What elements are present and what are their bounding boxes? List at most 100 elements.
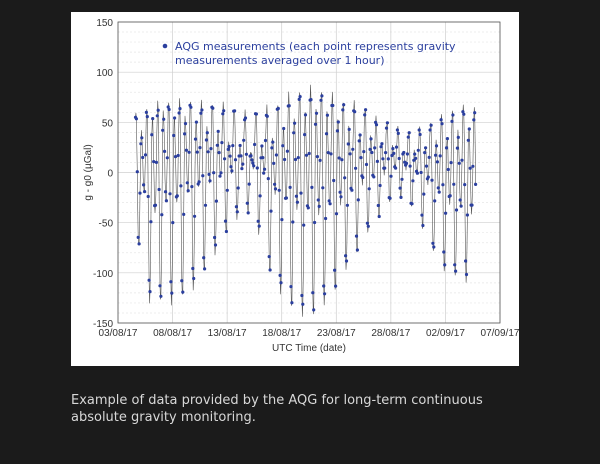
- data-point: [427, 155, 431, 159]
- data-point: [472, 118, 476, 122]
- data-point: [201, 174, 205, 178]
- data-point: [315, 155, 319, 159]
- data-point: [223, 219, 228, 223]
- data-point: [321, 186, 325, 190]
- data-point: [193, 137, 198, 141]
- data-point: [337, 156, 341, 160]
- data-point: [306, 206, 310, 210]
- data-point: [324, 132, 329, 136]
- y-axis-label: g - g0 (µGal): [83, 144, 94, 200]
- data-point: [189, 105, 193, 109]
- data-point: [144, 110, 148, 114]
- data-point: [473, 111, 477, 115]
- data-point: [140, 136, 144, 140]
- data-point: [383, 166, 387, 170]
- data-point: [370, 150, 374, 155]
- data-point: [341, 108, 345, 112]
- x-tick-label: 23/08/17: [317, 328, 356, 339]
- data-point: [377, 214, 381, 219]
- data-point: [240, 167, 244, 171]
- data-point: [221, 112, 225, 116]
- data-point: [416, 148, 420, 152]
- data-point: [241, 162, 245, 166]
- data-point: [435, 160, 439, 164]
- data-point: [155, 114, 159, 118]
- data-point: [198, 146, 202, 150]
- data-point: [414, 156, 418, 160]
- data-point: [434, 144, 439, 148]
- data-point: [283, 157, 287, 162]
- data-point: [327, 199, 331, 203]
- data-point: [135, 170, 139, 174]
- data-point: [316, 198, 320, 202]
- chart-panel: 150 100 50 0 -50 -100 -150 03/08/17 08/08/17 13/0…: [71, 12, 519, 366]
- data-point: [449, 161, 453, 165]
- data-point: [390, 153, 394, 158]
- data-point: [246, 211, 250, 215]
- data-point: [455, 146, 459, 150]
- data-point: [372, 175, 376, 179]
- data-point: [143, 190, 147, 194]
- data-point: [344, 254, 348, 258]
- data-point: [350, 188, 354, 192]
- data-point: [309, 98, 313, 102]
- data-point: [138, 191, 142, 195]
- data-point: [301, 302, 305, 306]
- data-point: [458, 198, 462, 202]
- data-point: [271, 140, 275, 144]
- data-point: [303, 113, 308, 117]
- data-point: [347, 127, 351, 131]
- data-point: [265, 114, 269, 118]
- data-point: [302, 223, 306, 227]
- data-point: [167, 107, 171, 112]
- y-tick-label: 150: [96, 18, 113, 29]
- data-point: [391, 147, 395, 151]
- data-point: [263, 167, 267, 171]
- data-point: [400, 177, 404, 181]
- data-point: [457, 161, 461, 165]
- data-point: [158, 284, 162, 288]
- data-point: [464, 259, 468, 263]
- data-point: [213, 235, 217, 240]
- data-point: [336, 120, 340, 124]
- data-point: [451, 113, 455, 117]
- data-point: [226, 147, 230, 151]
- data-point: [364, 108, 368, 112]
- data-point: [323, 292, 327, 296]
- data-point: [367, 187, 371, 191]
- data-point: [296, 156, 300, 160]
- y-tick-label: 0: [107, 169, 113, 180]
- data-point: [442, 250, 446, 254]
- data-point: [365, 221, 369, 225]
- data-point: [238, 143, 242, 148]
- data-point: [142, 183, 146, 187]
- data-point: [402, 150, 406, 155]
- data-point: [200, 108, 204, 112]
- data-point: [293, 121, 297, 125]
- data-point: [474, 182, 478, 186]
- data-point: [257, 224, 261, 228]
- data-point: [161, 128, 165, 132]
- data-point: [399, 195, 403, 199]
- data-point: [153, 203, 158, 207]
- data-point: [225, 188, 229, 192]
- data-point: [303, 133, 307, 137]
- x-tick-label: 07/09/17: [481, 328, 519, 339]
- x-tick-label: 08/08/17: [153, 328, 192, 339]
- data-point: [157, 187, 161, 192]
- data-point: [339, 195, 343, 199]
- data-point: [415, 171, 419, 175]
- data-point: [410, 202, 414, 206]
- data-point: [358, 133, 362, 137]
- x-tick-label: 28/08/17: [371, 328, 410, 339]
- data-point: [364, 162, 369, 167]
- data-point: [231, 144, 235, 148]
- data-point: [288, 185, 292, 189]
- legend-label-line-1: AQG measurements (each point represents …: [175, 40, 456, 53]
- data-point: [222, 109, 226, 113]
- data-point: [224, 229, 228, 234]
- data-point: [285, 149, 289, 153]
- data-point: [261, 156, 265, 160]
- data-point: [219, 171, 223, 175]
- data-point: [213, 243, 218, 247]
